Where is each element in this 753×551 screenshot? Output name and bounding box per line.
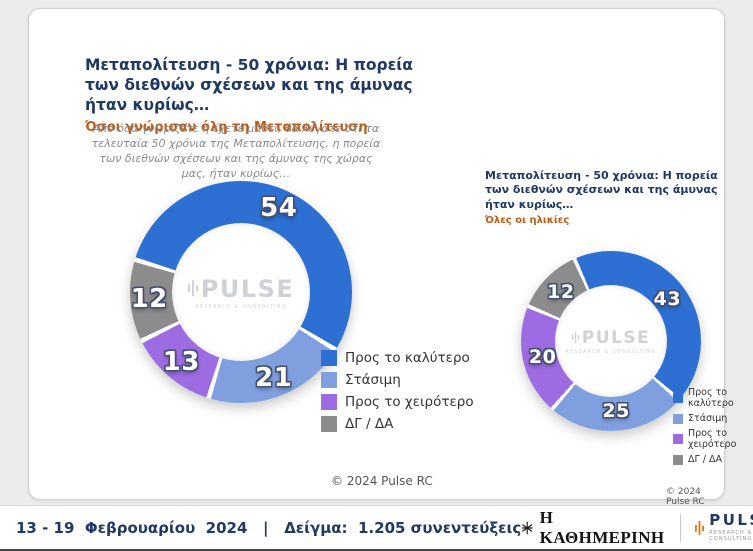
pulse-watermark-row: PULSE bbox=[571, 327, 651, 348]
legend-label: Προς το καλύτερο bbox=[688, 387, 734, 409]
legend-item-better: Προς το καλύτερο bbox=[321, 350, 474, 366]
pulse-watermark: PULSE RESEARCH & CONSULTING bbox=[187, 274, 295, 310]
copyright-right: © 2024 Pulse RC bbox=[666, 487, 705, 507]
footer-logos: Η ΚΑΘΗΜΕΡΙΝΗ PULSE RESEARCH & CONSULTING bbox=[521, 508, 753, 548]
legend-swatch-worse bbox=[321, 394, 337, 410]
survey-question: Από όσα γνωρίζετε ή έχετε μάθει, θα λέγα… bbox=[91, 122, 381, 180]
header-block: Μεταπολίτευση - 50 χρόνια: Η πορεία των … bbox=[85, 55, 433, 135]
page-title: Μεταπολίτευση - 50 χρόνια: Η πορεία των … bbox=[85, 56, 413, 115]
legend-label: Στάσιμη bbox=[345, 372, 401, 388]
copyright-left: © 2024 Pulse RC bbox=[331, 474, 433, 488]
donut-value-label: 54 bbox=[260, 192, 298, 223]
group-subtitle: Όσοι γνώρισαν όλη τη Μεταπολίτευση bbox=[85, 120, 368, 136]
pulse-watermark: PULSE RESEARCH & CONSULTING bbox=[565, 328, 656, 355]
right-panel-subtitle: Όλες οι ηλικίες bbox=[485, 214, 570, 226]
donut-hole: PULSE RESEARCH & CONSULTING bbox=[555, 285, 667, 397]
legend-item-dk-na: ΔΓ / ΔΑ bbox=[673, 454, 736, 465]
pulse-tagline: RESEARCH & CONSULTING bbox=[709, 530, 753, 542]
donut-value-label: 12 bbox=[130, 284, 168, 315]
pulse-watermark-subtext: RESEARCH & CONSULTING bbox=[195, 303, 287, 310]
pulse-watermark-text: PULSE bbox=[581, 327, 651, 348]
legend-swatch-dk-na bbox=[673, 454, 683, 465]
legend-swatch-stagnant bbox=[673, 413, 683, 424]
donut-chart-all-ages: PULSE RESEARCH & CONSULTING 43 25 20 12 bbox=[521, 251, 701, 431]
legend-swatch-better bbox=[321, 350, 337, 366]
donut-value-label: 25 bbox=[602, 400, 630, 422]
legend-small: Προς το καλύτερο Στάσιμη Προς το χειρότε… bbox=[673, 387, 736, 465]
donut-hole: PULSE RESEARCH & CONSULTING bbox=[172, 223, 310, 361]
fieldwork-info: 13 - 19 Φεβρουαρίου 2024 | Δείγμα: 1.205… bbox=[16, 518, 522, 537]
donut-value-label: 21 bbox=[255, 363, 293, 394]
content-card: Μεταπολίτευση - 50 χρόνια: Η πορεία των … bbox=[28, 8, 736, 507]
donut-value-label: 12 bbox=[547, 280, 575, 303]
pulse-watermark-row: PULSE bbox=[187, 274, 295, 303]
legend-label: ΔΓ / ΔΑ bbox=[345, 416, 394, 432]
kathimerini-logo: Η ΚΑΘΗΜΕΡΙΝΗ bbox=[521, 508, 666, 548]
donut-value-label: 43 bbox=[653, 288, 682, 311]
window-bottom-edge bbox=[0, 549, 753, 551]
legend-swatch-better bbox=[673, 393, 683, 403]
right-header-block: Μεταπολίτευση - 50 χρόνια: Η πορεία των … bbox=[485, 169, 727, 226]
pulse-bars-icon bbox=[694, 520, 704, 535]
legend-item-worse: Προς το χειρότερο bbox=[321, 394, 474, 410]
kathimerini-wordmark: Η ΚΑΘΗΜΕΡΙΝΗ bbox=[539, 507, 665, 547]
right-panel-title: Μεταπολίτευση - 50 χρόνια: Η πορεία των … bbox=[485, 169, 718, 211]
legend-label: Προς το χειρότερο bbox=[345, 394, 474, 410]
logo-divider bbox=[680, 513, 681, 542]
donut-value-label: 13 bbox=[162, 347, 200, 378]
legend-swatch-worse bbox=[673, 434, 683, 444]
legend-label: Προς το χειρότερο bbox=[688, 428, 737, 450]
legend-item-stagnant: Στάσιμη bbox=[673, 413, 736, 424]
legend-item-worse: Προς το χειρότερο bbox=[673, 428, 736, 450]
pulse-watermark-text: PULSE bbox=[200, 274, 295, 303]
pulse-wordmark: PULSE bbox=[709, 511, 753, 529]
legend-main: Προς το καλύτερο Στάσιμη Προς το χειρότε… bbox=[321, 350, 474, 432]
legend-label: Στάσιμη bbox=[688, 413, 728, 424]
kathimerini-emblem-icon bbox=[522, 521, 533, 534]
donut-value-label: 20 bbox=[528, 346, 557, 369]
legend-label: Προς το καλύτερο bbox=[345, 350, 470, 366]
legend-item-dk-na: ΔΓ / ΔΑ bbox=[321, 416, 474, 432]
legend-swatch-stagnant bbox=[321, 372, 337, 388]
footer-bar: 13 - 19 Φεβρουαρίου 2024 | Δείγμα: 1.205… bbox=[0, 505, 753, 549]
legend-item-stagnant: Στάσιμη bbox=[321, 372, 474, 388]
legend-swatch-dk-na bbox=[321, 416, 337, 432]
pulse-wordmark-stack: PULSE RESEARCH & CONSULTING bbox=[709, 511, 753, 543]
pulse-logo: PULSE RESEARCH & CONSULTING bbox=[694, 511, 753, 543]
donut-chart-metapolitefsi-generation: PULSE RESEARCH & CONSULTING 54 21 13 12 bbox=[130, 181, 352, 403]
pulse-watermark-bars-icon bbox=[187, 280, 198, 297]
legend-label: ΔΓ / ΔΑ bbox=[688, 454, 723, 465]
legend-item-better: Προς το καλύτερο bbox=[673, 387, 736, 409]
pulse-watermark-subtext: RESEARCH & CONSULTING bbox=[565, 348, 657, 355]
pulse-watermark-bars-icon bbox=[571, 331, 579, 344]
